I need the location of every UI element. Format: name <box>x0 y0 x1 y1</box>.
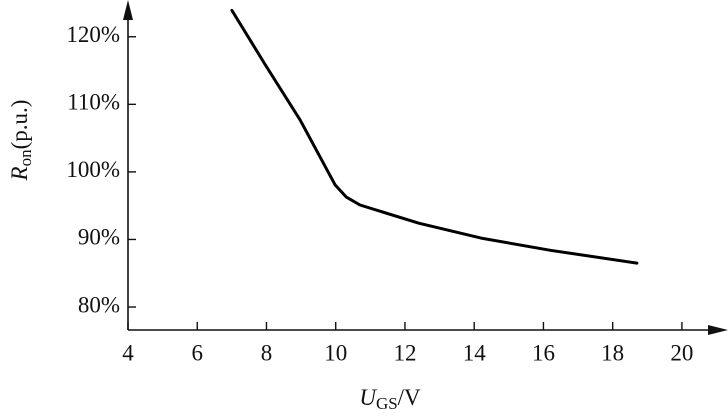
x-axis-label: UGS/V <box>359 385 421 413</box>
y-label-unit: (p.u.) <box>7 100 32 150</box>
x-label-subscript: GS <box>376 394 398 413</box>
x-tick-label: 8 <box>261 340 273 365</box>
y-axis-arrow <box>123 0 133 20</box>
y-label-symbol: R <box>7 166 32 181</box>
x-tick-label: 16 <box>532 340 555 365</box>
y-tick-label: 120% <box>66 22 120 47</box>
data-line <box>230 8 639 265</box>
y-tick-label: 90% <box>78 225 120 250</box>
x-tick-label: 18 <box>601 340 624 365</box>
x-tick-label: 14 <box>463 340 487 365</box>
y-axis-label: Ron(p.u.) <box>7 100 35 182</box>
x-tick-label: 12 <box>393 340 416 365</box>
y-tick-label: 110% <box>67 90 120 115</box>
x-axis-arrow <box>708 325 728 335</box>
x-tick-label: 6 <box>191 340 203 365</box>
y-tick-label: 100% <box>66 157 120 182</box>
y-label-subscript: on <box>16 149 35 167</box>
x-tick-label: 4 <box>122 340 134 365</box>
x-label-symbol: U <box>359 385 377 410</box>
x-tick-label: 10 <box>324 340 347 365</box>
x-tick-label: 20 <box>670 340 693 365</box>
x-label-unit: /V <box>398 385 421 410</box>
y-tick-label: 80% <box>78 292 120 317</box>
